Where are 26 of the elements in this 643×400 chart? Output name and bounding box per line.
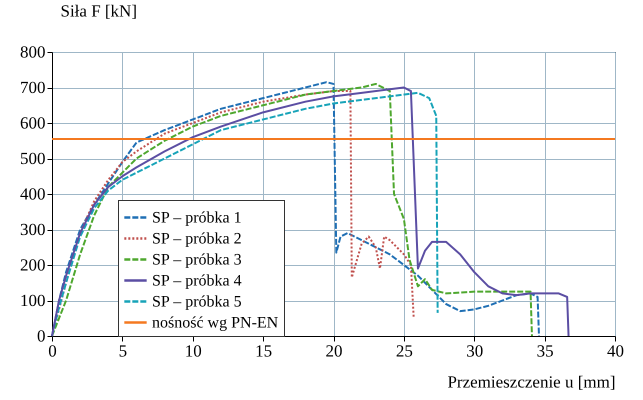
legend-label: SP – próbka 1 xyxy=(152,210,242,226)
y-tick-label: 400 xyxy=(20,184,46,204)
x-tick-label: 5 xyxy=(118,342,128,360)
y-tick-label: 300 xyxy=(20,220,46,239)
legend-label: SP – próbka 2 xyxy=(152,230,242,248)
legend-label: SP – próbka 4 xyxy=(152,272,242,290)
y-tick-label: 100 xyxy=(20,291,46,310)
legend-label: nośność wg PN-EN xyxy=(152,314,279,332)
y-tick-label: 500 xyxy=(20,149,46,168)
y-tick-label: 800 xyxy=(20,42,46,62)
y-tick-label: 0 xyxy=(37,326,46,346)
x-axis-title: Przemieszczenie u [mm] xyxy=(447,372,616,392)
x-tick-label: 40 xyxy=(607,342,624,360)
y-axis-title: Siła F [kN] xyxy=(60,2,137,20)
y-tick-label: 700 xyxy=(20,78,46,97)
x-tick-label: 30 xyxy=(466,342,484,360)
y-tick-label: 200 xyxy=(20,256,46,274)
x-tick-label: 20 xyxy=(326,342,342,360)
x-tick-label: 0 xyxy=(48,342,57,360)
x-tick-label: 25 xyxy=(396,342,413,360)
legend-label: SP – próbka 3 xyxy=(152,252,242,268)
x-tick-label: 15 xyxy=(255,342,272,360)
x-tick-label: 10 xyxy=(184,342,202,360)
legend-label: SP – próbka 5 xyxy=(152,294,242,310)
y-tick-label: 600 xyxy=(20,114,46,132)
x-tick-label: 35 xyxy=(536,342,554,360)
